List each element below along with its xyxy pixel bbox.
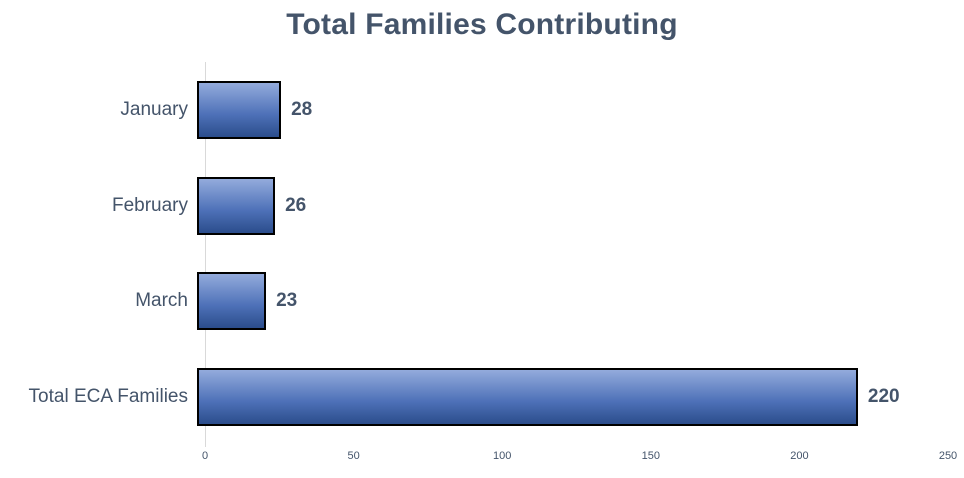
- category-label-total-eca-families: Total ECA Families: [28, 386, 188, 408]
- category-label-march: March: [135, 290, 188, 312]
- bar-total-eca-families: [197, 368, 858, 427]
- bar-february: [197, 176, 276, 235]
- bar-track: 220: [197, 349, 948, 445]
- bar-row-march: March 23: [0, 254, 948, 350]
- y-axis-line: [205, 62, 206, 447]
- x-tick-200: 200: [790, 450, 809, 462]
- x-tick-0: 0: [201, 450, 209, 462]
- plot-area: January 28 February 26 March 23 Total ECA Fami…: [0, 62, 948, 445]
- x-tick-50: 50: [347, 450, 360, 462]
- bar-track: 26: [197, 158, 948, 254]
- x-tick-250: 250: [938, 450, 958, 462]
- bar-january: [197, 80, 282, 139]
- value-label-february: 26: [285, 194, 307, 216]
- bar-row-january: January 28: [0, 62, 948, 158]
- value-label-march: 23: [276, 290, 298, 312]
- bar-row-total-eca-families: Total ECA Families 220: [0, 349, 948, 445]
- category-label-february: February: [111, 194, 188, 216]
- bar-track: 28: [197, 62, 948, 158]
- value-label-total-eca-families: 220: [867, 386, 900, 408]
- x-tick-100: 100: [493, 450, 512, 462]
- bar-row-february: February 26: [0, 158, 948, 254]
- bar-track: 23: [197, 254, 948, 350]
- value-label-january: 28: [291, 98, 313, 120]
- x-axis: 0 50 100 150 200 250: [201, 450, 957, 466]
- bar-march: [197, 272, 267, 331]
- chart-title: Total Families Contributing: [286, 8, 678, 41]
- category-label-january: January: [120, 98, 188, 120]
- x-tick-150: 150: [641, 450, 660, 462]
